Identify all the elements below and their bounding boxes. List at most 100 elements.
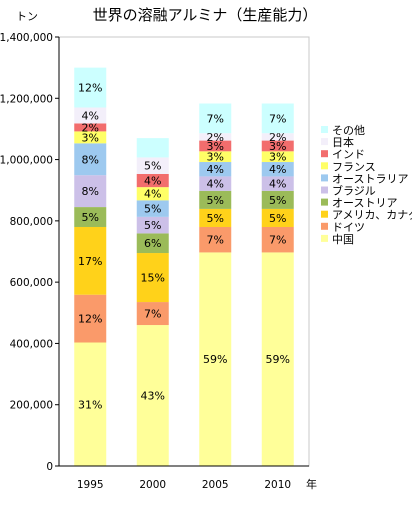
bar-segment (74, 207, 107, 227)
data-label: 3% (207, 151, 224, 164)
data-label: 31% (78, 398, 102, 411)
legend-label: アメリカ、カナダ (332, 208, 412, 222)
bar-segment (74, 131, 107, 144)
y-tick-label: 1,400,000 (0, 32, 53, 44)
bar-segment (74, 226, 107, 295)
legend-swatch (321, 198, 328, 206)
data-label: 3% (207, 140, 224, 153)
x-axis-unit: 年 (306, 477, 317, 491)
legend-label: 日本 (332, 135, 354, 149)
legend-label: オーストラリア (332, 172, 408, 185)
y-tick-label: 0 (46, 461, 53, 473)
bar-segment (261, 151, 294, 163)
data-label: 3% (269, 140, 286, 153)
data-label: 15% (141, 272, 165, 285)
bar-segment (199, 133, 232, 141)
bar-segment (136, 325, 169, 466)
legend-swatch (321, 210, 328, 218)
data-label: 12% (78, 82, 102, 95)
data-label: 5% (144, 160, 161, 173)
y-tick-label: 400,000 (10, 338, 53, 350)
data-label: 59% (266, 353, 290, 366)
bar-segment (199, 176, 232, 191)
legend-label: インド (332, 148, 365, 161)
bar-segment (261, 190, 294, 209)
data-label: 4% (144, 188, 161, 201)
data-label: 3% (269, 151, 286, 164)
bar-segment (199, 190, 232, 209)
legend-label: ドイツ (332, 221, 365, 234)
y-tick-label: 600,000 (10, 277, 53, 289)
legend-swatch (321, 162, 328, 170)
bar-segment (199, 162, 232, 177)
plot-area: 0 200,000 400,000 600,000 800,000 1,000,000 1,… (0, 32, 310, 491)
bar-segment (74, 143, 107, 176)
y-tick-label: 800,000 (10, 216, 53, 228)
y-tick-label: 1,200,000 (0, 93, 53, 105)
y-axis-unit: トン (16, 10, 38, 23)
bar-segment (261, 133, 294, 141)
legend-label: その他 (332, 124, 365, 137)
data-label: 5% (269, 194, 286, 207)
data-label: 3% (82, 131, 99, 144)
x-tick-label: 2000 (139, 479, 166, 491)
data-label: 7% (269, 112, 286, 125)
bar-segment (136, 187, 169, 201)
data-label: 4% (82, 109, 99, 122)
legend-label: ブラジル (332, 184, 376, 198)
data-label: 7% (269, 234, 286, 247)
data-label: 2% (82, 121, 99, 134)
data-label: 4% (207, 163, 224, 176)
data-label: 7% (144, 308, 161, 321)
legend-swatch (321, 234, 328, 242)
bar-segment (136, 173, 169, 188)
bar-segment (74, 67, 107, 108)
x-tick-label: 2010 (264, 479, 291, 491)
bar-segment (199, 252, 232, 466)
legend-label: フランス (332, 160, 376, 173)
data-label: 2% (207, 131, 224, 144)
bar-segment (136, 200, 169, 217)
data-label: 6% (144, 237, 161, 250)
bar-segment (261, 176, 294, 191)
bar-segment (74, 342, 107, 466)
data-label: 5% (144, 219, 161, 232)
bar-segment (199, 151, 232, 163)
legend-swatch (321, 186, 328, 194)
bar-segment (261, 226, 294, 253)
bar-segment (136, 138, 169, 158)
bar-segment (136, 233, 169, 254)
data-label: 5% (207, 212, 224, 225)
y-tick-label: 200,000 (10, 400, 53, 412)
bar-segment (74, 107, 107, 124)
data-label: 4% (207, 178, 224, 191)
data-label: 5% (82, 211, 99, 224)
bar-segment (199, 140, 232, 152)
bar-segment (199, 103, 232, 134)
legend-swatch (321, 138, 328, 146)
data-label: 17% (78, 255, 102, 268)
data-label: 59% (203, 353, 227, 366)
legend-swatch (321, 126, 328, 133)
legend-label: オーストリア (332, 197, 397, 210)
bar-segment (136, 253, 169, 303)
data-label: 12% (78, 313, 102, 326)
data-label: 7% (207, 234, 224, 247)
legend-swatch (321, 174, 328, 182)
data-label: 4% (144, 175, 161, 188)
bar-segment (199, 208, 232, 227)
bar-segment (261, 140, 294, 152)
data-label: 7% (207, 112, 224, 125)
bar-segment (136, 302, 169, 326)
bar-segment (74, 123, 107, 132)
bar-segment (261, 103, 294, 134)
y-tick-label: 1,000,000 (0, 155, 53, 167)
bar-segment (261, 162, 294, 177)
bar-segment (136, 216, 169, 234)
data-label: 5% (269, 212, 286, 225)
legend-label: 中国 (332, 233, 354, 246)
legend-swatch (321, 150, 328, 158)
bar-segment (199, 226, 232, 253)
x-tick-label: 1995 (77, 479, 104, 491)
data-label: 2% (269, 131, 286, 144)
